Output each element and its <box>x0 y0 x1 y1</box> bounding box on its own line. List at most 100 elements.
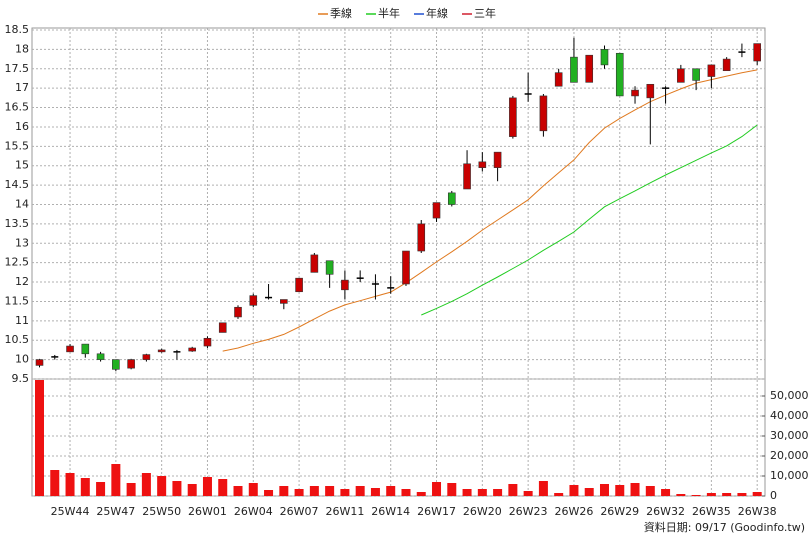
candle-body <box>280 299 288 304</box>
volume-bar <box>661 489 671 496</box>
x-tick-label: 26W38 <box>738 505 777 518</box>
y-tick-label: 9.5 <box>12 372 30 385</box>
candle-body <box>554 72 563 87</box>
legend-label: 年線 <box>426 6 448 20</box>
volume-bar <box>294 489 304 496</box>
volume-bar <box>722 493 732 496</box>
x-tick-label: 26W07 <box>280 505 319 518</box>
candle-body <box>707 64 716 77</box>
candle-body <box>310 254 319 273</box>
volume-bar <box>676 494 686 496</box>
x-tick-label: 26W04 <box>234 505 273 518</box>
candle-body <box>753 43 761 62</box>
x-tick-label: 26W11 <box>325 505 364 518</box>
candle-body <box>295 277 303 293</box>
y-tick-label: 18 <box>15 42 29 55</box>
y-tick-label: 11.5 <box>5 294 30 307</box>
y-tick-label: 12 <box>15 275 29 288</box>
candle-body <box>585 54 594 83</box>
volume-bar <box>584 488 594 496</box>
volume-bar <box>599 484 609 496</box>
candle-body <box>447 192 456 205</box>
y-tick-label: 11 <box>15 314 29 327</box>
candle-body <box>142 354 151 360</box>
candle-body <box>203 337 212 347</box>
x-tick-label: 26W35 <box>692 505 731 518</box>
volume-bar <box>264 490 274 496</box>
volume-bar <box>187 484 197 496</box>
x-tick-label: 25W50 <box>142 505 181 518</box>
legend-label: 半年 <box>378 6 400 20</box>
volume-bar <box>279 486 289 496</box>
y-tick-label: 15.5 <box>5 139 30 152</box>
candle-body <box>35 359 44 366</box>
volume-bar <box>111 464 121 496</box>
x-tick-label: 25W44 <box>51 505 90 518</box>
x-tick-label: 26W20 <box>463 505 502 518</box>
candle-body <box>600 49 609 66</box>
volume-bar <box>370 488 380 496</box>
volume-bar <box>462 489 472 496</box>
volume-bar <box>386 486 396 496</box>
candle-body <box>646 83 655 99</box>
volume-bar <box>432 482 442 496</box>
y2-tick-label: 10,000 <box>770 469 808 482</box>
volume-bar <box>477 489 487 496</box>
x-tick-label: 26W17 <box>417 505 456 518</box>
footer: 資料日期: 09/17 (Goodinfo.tw) <box>644 520 805 534</box>
y-tick-label: 15 <box>15 159 29 172</box>
volume-bar <box>645 486 655 496</box>
candle-body <box>631 89 639 97</box>
x-tick-label: 26W26 <box>555 505 594 518</box>
ma-line <box>222 69 758 352</box>
y-tick-label: 12.5 <box>5 256 30 269</box>
candle-body <box>188 347 196 352</box>
volume-bar <box>340 489 350 496</box>
candle-body <box>325 260 334 275</box>
volume-bar <box>508 484 518 496</box>
y2-tick-label: 0 <box>770 489 777 502</box>
y-tick-label: 14.5 <box>5 178 30 191</box>
volume-bar <box>615 485 625 496</box>
candle-body <box>509 97 517 137</box>
volume-bar <box>416 492 426 496</box>
volume-bar <box>157 476 167 496</box>
volume-bar <box>569 485 579 496</box>
y2-tick-label: 40,000 <box>770 409 808 422</box>
volume-bar <box>447 483 457 496</box>
y-tick-label: 17.5 <box>5 62 30 75</box>
candle-body <box>402 250 410 285</box>
volume-bar <box>630 483 640 496</box>
candle-body <box>722 58 731 72</box>
candle-body <box>677 68 685 83</box>
candle-body <box>218 322 227 333</box>
volume-bar <box>233 486 243 496</box>
candle-body <box>249 295 258 306</box>
y-tick-label: 16 <box>15 120 29 133</box>
candle-body <box>341 279 349 291</box>
candle-body <box>570 56 578 83</box>
y-tick-label: 17 <box>15 81 29 94</box>
volume-bar <box>538 481 548 496</box>
y-tick-label: 14 <box>15 198 29 211</box>
volume-bar <box>126 483 136 496</box>
volume-bar <box>96 482 106 496</box>
candle-body <box>66 345 74 353</box>
x-tick-label: 26W01 <box>188 505 227 518</box>
volume-bar <box>65 473 75 496</box>
y-tick-label: 13 <box>15 236 29 249</box>
volume-bar <box>706 493 716 496</box>
volume-bar <box>35 380 44 496</box>
legend-label: 季線 <box>330 6 352 20</box>
y-tick-label: 13.5 <box>5 217 30 230</box>
volume-bar <box>309 486 319 496</box>
y2-tick-label: 20,000 <box>770 449 808 462</box>
y-tick-label: 16.5 <box>5 101 30 114</box>
candle-body <box>112 359 120 370</box>
volume-bar <box>554 493 564 496</box>
candle-body <box>417 223 426 252</box>
candle-body <box>478 161 487 168</box>
volume-bar <box>523 491 533 496</box>
volume-bar <box>691 495 701 496</box>
